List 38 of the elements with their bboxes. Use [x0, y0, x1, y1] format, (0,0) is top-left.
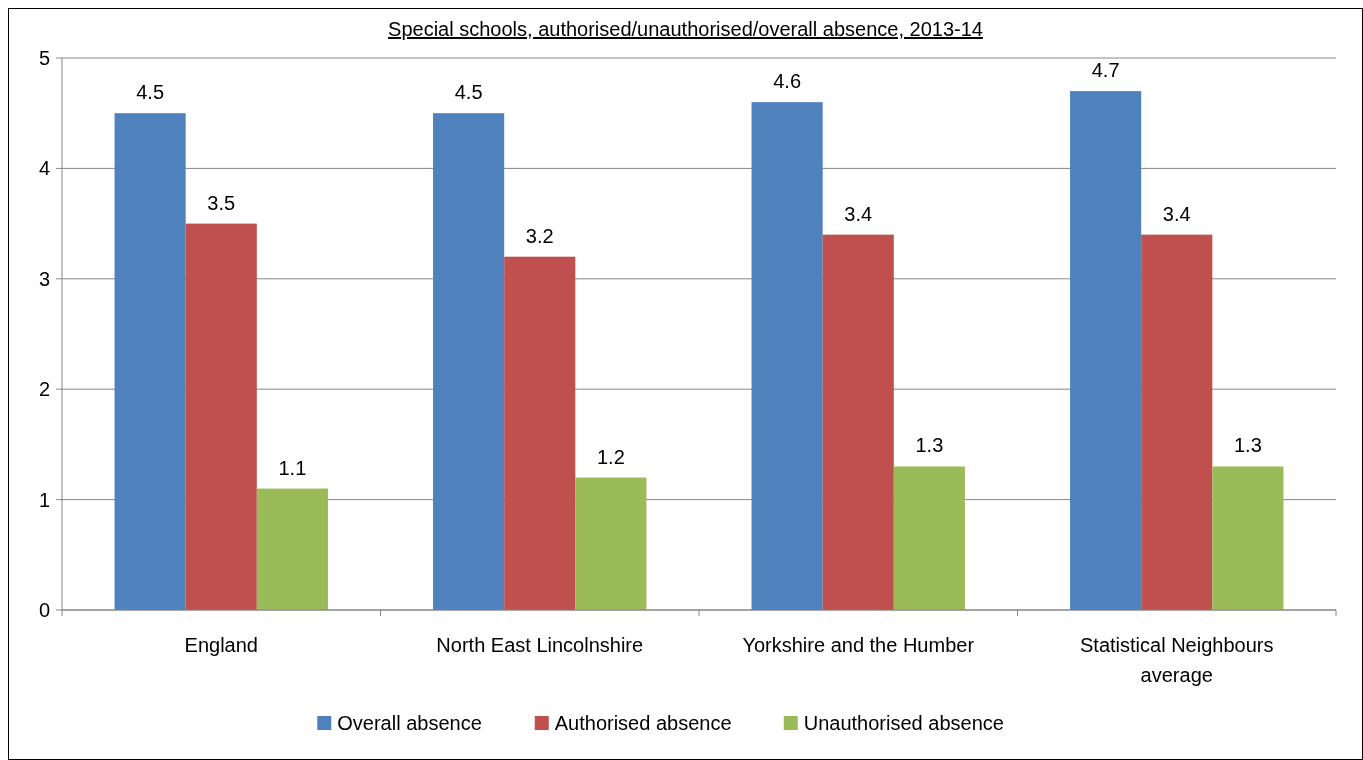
data-label: 3.4: [1162, 202, 1191, 225]
legend-label: Overall absence: [337, 712, 482, 734]
y-tick-label: 4: [38, 157, 50, 180]
bar: [893, 466, 965, 610]
x-tick-label: Yorkshire and the Humber: [742, 634, 975, 656]
data-label: 1.1: [278, 456, 307, 479]
bar: [1070, 91, 1142, 610]
legend-label: Unauthorised absence: [803, 712, 1004, 734]
y-tick-label: 5: [38, 47, 50, 69]
bar: [822, 234, 894, 610]
bar: [433, 113, 505, 610]
data-label: 4.5: [454, 81, 483, 104]
data-label: 4.6: [773, 70, 802, 93]
data-label: 3.5: [207, 191, 236, 214]
data-label: 4.5: [136, 81, 165, 104]
data-label: 3.4: [844, 202, 873, 225]
bar: [575, 477, 647, 610]
y-tick-label: 2: [38, 378, 50, 401]
y-tick-label: 1: [38, 488, 50, 511]
data-label: 3.2: [525, 224, 554, 247]
bar: [751, 102, 823, 610]
data-label: 1.3: [915, 434, 944, 457]
y-tick-label: 3: [38, 267, 50, 290]
bar: [504, 256, 576, 610]
chart-title: Special schools, authorised/unauthorised/overall absence, 2013-14: [388, 18, 983, 40]
bar: [1212, 466, 1284, 610]
legend-label: Authorised absence: [554, 712, 732, 734]
bar: [114, 113, 186, 610]
bar: [185, 223, 257, 610]
x-tick-label: Statistical Neighbours average: [1080, 634, 1274, 686]
x-tick-label: England: [184, 634, 258, 656]
x-tick-label: North East Lincolnshire: [436, 634, 644, 656]
y-tick-label: 0: [38, 599, 50, 621]
bar: [1141, 234, 1213, 610]
data-label: 1.2: [596, 445, 625, 468]
data-label: 1.3: [1233, 434, 1262, 457]
bar: [256, 488, 328, 610]
data-label: 4.7: [1091, 59, 1120, 82]
